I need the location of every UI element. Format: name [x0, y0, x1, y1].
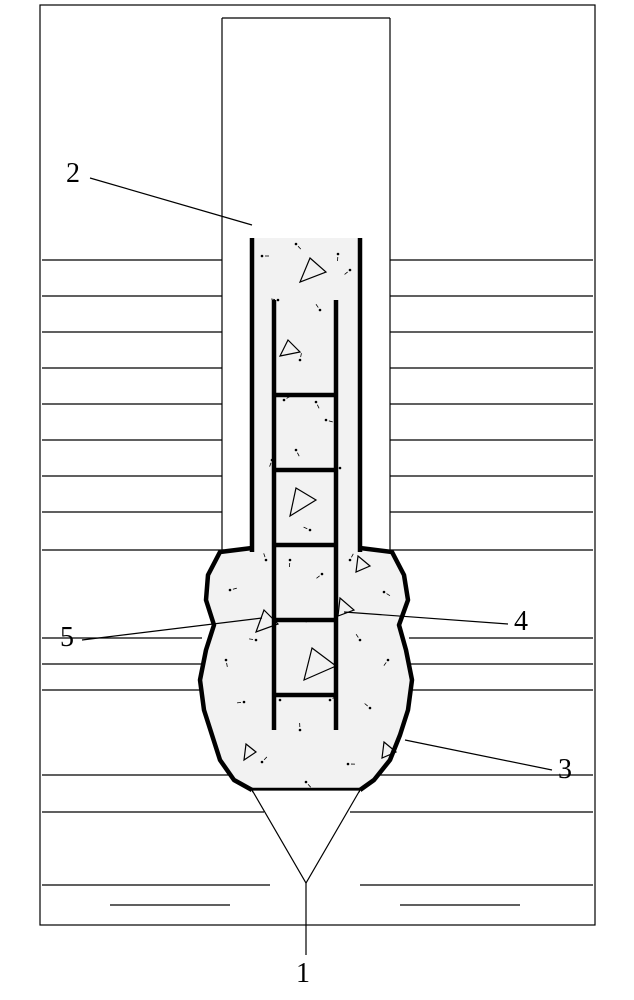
pile-diagram: [0, 0, 634, 1000]
callout-label-1: 1: [296, 958, 310, 990]
callout-label-2: 2: [66, 158, 80, 190]
callout-label-3: 3: [558, 754, 572, 786]
callout-label-4: 4: [514, 606, 528, 638]
callout-label-5: 5: [60, 622, 74, 654]
